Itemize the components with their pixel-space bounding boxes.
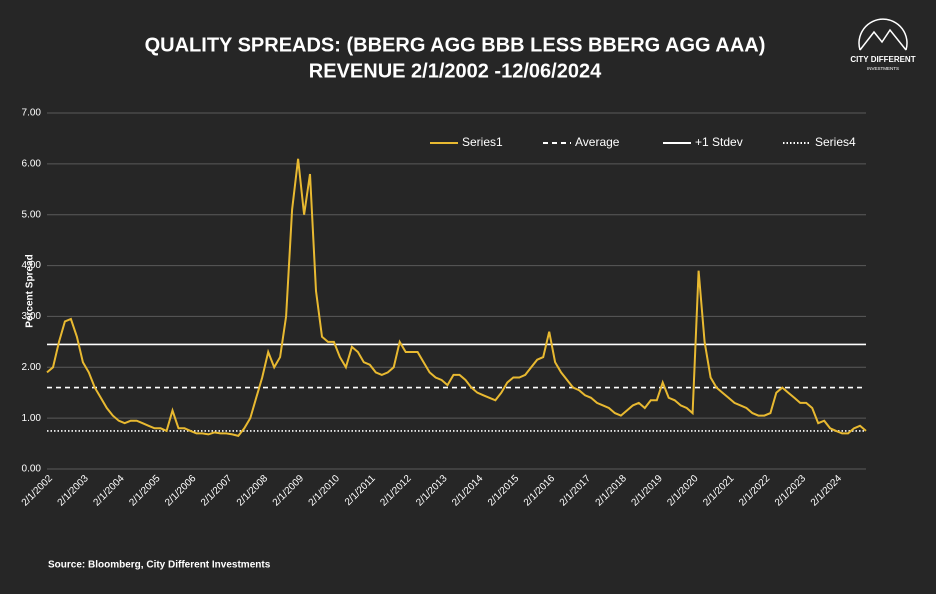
y-tick-label: 0.00	[22, 464, 42, 475]
series-line	[46, 158, 867, 438]
y-tick-label: 7.00	[22, 108, 42, 119]
y-tick-label: 6.00	[22, 158, 42, 169]
y-tick-label: 2.00	[22, 362, 42, 373]
logo: CITY DIFFERENT INVESTMENTS	[850, 18, 916, 71]
chart-title: QUALITY SPREADS: (BBERG AGG BBB LESS BBE…	[145, 34, 766, 56]
y-tick-label: 3.00	[22, 311, 42, 322]
y-tick-label: 5.00	[22, 209, 42, 220]
logo-name: CITY DIFFERENT	[850, 55, 915, 64]
source-note: Source: Bloomberg, City Different Invest…	[48, 560, 271, 571]
logo-arc	[858, 18, 908, 51]
chart-subtitle: REVENUE 2/1/2002 -12/06/2024	[309, 60, 602, 82]
logo-mountains	[859, 28, 907, 51]
legend-label: Average	[575, 135, 620, 149]
legend-label: Series4	[815, 135, 856, 149]
legend-label: +1 Stdev	[695, 135, 743, 149]
legend-label: Series1	[462, 135, 503, 149]
y-axis-label: Percent Spread	[25, 254, 36, 327]
y-tick-label: 1.00	[22, 413, 42, 424]
logo-tagline: INVESTMENTS	[867, 66, 899, 71]
y-tick-label: 4.00	[22, 260, 42, 271]
